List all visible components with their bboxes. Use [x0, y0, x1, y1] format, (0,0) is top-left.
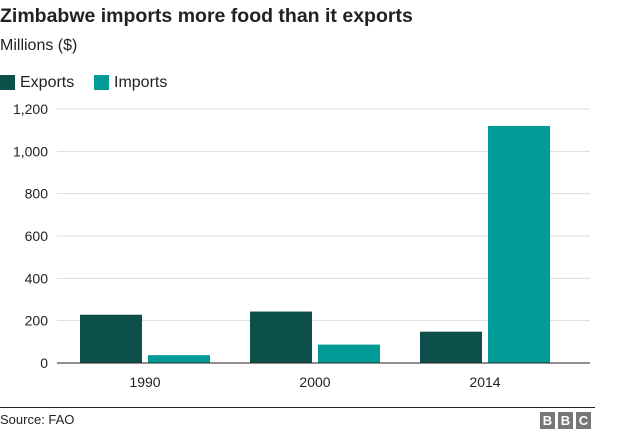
chart-subtitle: Millions ($): [0, 37, 78, 54]
bbc-logo-box-3: C: [576, 412, 591, 429]
footer-rule: [0, 407, 595, 408]
bar-exports-2014: [420, 331, 482, 363]
source-note: Source: FAO: [0, 412, 75, 427]
x-tick-label: 1990: [129, 374, 160, 390]
chart-title: Zimbabwe imports more food than it expor…: [0, 5, 413, 27]
bbc-logo-box-2: B: [558, 412, 573, 429]
legend-label-exports: Exports: [20, 74, 75, 91]
y-tick-label: 600: [25, 228, 49, 244]
bar-imports-2000: [318, 344, 380, 363]
legend-swatch-exports: [0, 75, 15, 90]
y-tick-label: 400: [25, 270, 49, 286]
legend-label-imports: Imports: [114, 74, 168, 91]
legend-swatch-imports: [94, 75, 109, 90]
y-tick-label: 1,200: [13, 101, 48, 117]
y-tick-label: 800: [25, 186, 49, 202]
bar-chart: 0 200 400 600 800 1,000 1,200 1990 2000 2014: [13, 101, 590, 390]
y-tick-label: 200: [25, 313, 49, 329]
x-tick-label: 2000: [299, 374, 330, 390]
bar-imports-1990: [148, 355, 210, 363]
y-tick-label: 1,000: [13, 143, 48, 159]
bbc-logo-box-1: B: [540, 412, 555, 429]
x-tick-label: 2014: [469, 374, 500, 390]
bar-imports-2014: [488, 125, 550, 363]
bar-exports-1990: [80, 314, 142, 363]
y-tick-label: 0: [40, 355, 48, 371]
bar-exports-2000: [250, 311, 312, 363]
